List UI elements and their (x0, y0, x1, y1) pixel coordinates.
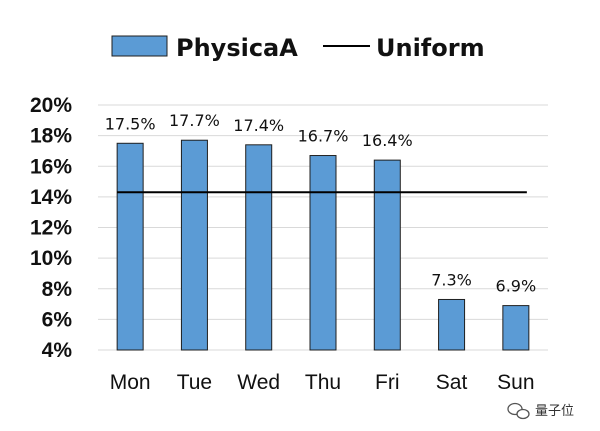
y-tick-label: 20% (30, 94, 72, 117)
y-tick-label: 6% (42, 308, 73, 331)
data-label: 7.3% (431, 270, 472, 289)
bar-sat (438, 298, 466, 351)
y-tick-label: 8% (42, 278, 73, 301)
wechat-icon (507, 402, 530, 420)
x-category-label: Tue (177, 371, 212, 394)
x-category-label: Fri (375, 371, 400, 394)
x-category-label: Mon (110, 371, 151, 394)
bar-thu (309, 155, 337, 351)
data-label: 17.7% (169, 111, 220, 130)
bar-mon (116, 142, 144, 351)
x-category-label: Sun (497, 371, 534, 394)
data-label: 17.4% (233, 116, 284, 135)
bars (116, 139, 530, 351)
x-axis-categories: Mon Tue Wed Thu Fri Sat Sun (110, 371, 535, 394)
y-axis-ticks: 4% 6% 8% 10% 12% 14% 16% 18% 20% (30, 94, 72, 362)
y-tick-label: 4% (42, 339, 73, 362)
data-label: 6.9% (496, 277, 537, 296)
y-tick-label: 18% (30, 125, 72, 148)
bar-sun (502, 305, 530, 351)
x-category-label: Thu (305, 371, 341, 394)
data-label: 17.5% (105, 114, 156, 133)
watermark: 量子位 (507, 402, 574, 420)
bar-fri (373, 159, 401, 351)
data-label: 16.4% (362, 131, 413, 150)
bar-wed (245, 144, 273, 351)
legend: PhysicaA Uniform (111, 34, 485, 62)
x-category-label: Sat (436, 371, 468, 394)
data-label: 16.7% (298, 127, 349, 146)
y-tick-label: 10% (30, 247, 72, 270)
x-category-label: Wed (237, 371, 280, 394)
y-tick-label: 16% (30, 155, 72, 178)
watermark-text: 量子位 (535, 404, 574, 419)
y-tick-label: 12% (30, 217, 72, 240)
y-tick-label: 14% (30, 186, 72, 209)
data-labels: 17.5% 17.7% 17.4% 16.7% 16.4% 7.3% 6.9% (105, 111, 536, 295)
legend-line-label: Uniform (376, 34, 485, 62)
bar-tue (180, 139, 208, 351)
legend-bar-swatch (111, 35, 168, 57)
legend-bar-label: PhysicaA (176, 34, 298, 62)
